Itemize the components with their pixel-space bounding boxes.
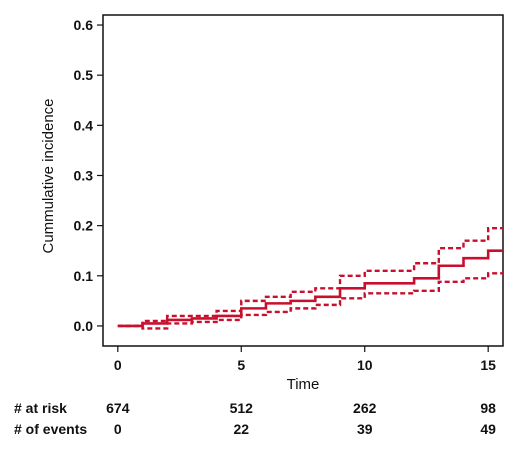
x-tick-label: 0 — [114, 357, 122, 373]
risk-row-label: # at risk — [14, 400, 67, 416]
x-tick-label: 15 — [480, 357, 496, 373]
series-layer — [117, 226, 503, 330]
risk-table: # at risk 674 512 262 98 # of events 0 22 39 49 — [14, 400, 496, 437]
y-tick-label: 0.4 — [74, 117, 94, 133]
y-tick-label: 0.5 — [74, 67, 94, 83]
y-axis-label: Cummulative incidence — [40, 99, 57, 254]
risk-cell: 39 — [357, 421, 373, 437]
lower-ci-line — [117, 272, 503, 330]
risk-cell: 49 — [480, 421, 496, 437]
x-tick-label: 5 — [237, 357, 245, 373]
plot-area — [102, 14, 504, 347]
x-tick-label: 10 — [357, 357, 373, 373]
risk-cell: 0 — [114, 421, 122, 437]
risk-cell: 674 — [106, 400, 130, 416]
y-tick-label: 0.0 — [74, 318, 94, 334]
y-tick-label: 0.1 — [74, 268, 94, 284]
y-tick-label: 0.3 — [74, 167, 94, 183]
y-tick-label: 0.2 — [74, 218, 94, 234]
cumulative-incidence-line — [117, 249, 503, 328]
y-tick-label: 0.6 — [74, 17, 94, 33]
risk-cell: 22 — [233, 421, 249, 437]
plot-border — [102, 14, 504, 347]
risk-cell: 98 — [480, 400, 496, 416]
risk-cell: 262 — [353, 400, 377, 416]
y-axis: 0.0 0.1 0.2 0.3 0.4 0.5 0.6 — [74, 17, 103, 334]
risk-cell: 512 — [230, 400, 254, 416]
x-axis: 0 5 10 15 — [114, 346, 496, 373]
x-axis-label: Time — [287, 376, 320, 393]
upper-ci-line — [117, 226, 503, 328]
risk-row-label: # of events — [14, 421, 87, 437]
